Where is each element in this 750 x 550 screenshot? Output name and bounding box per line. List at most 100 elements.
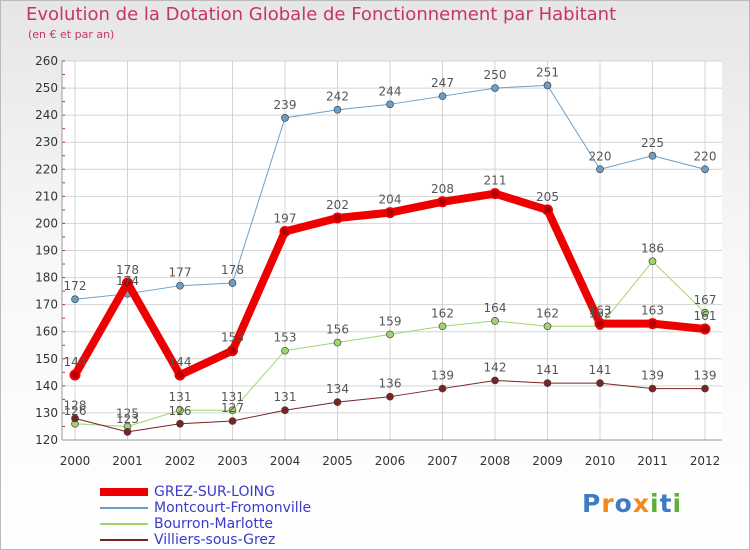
legend-swatch	[100, 523, 148, 525]
x-tick-label: 2003	[217, 454, 248, 468]
data-label: 144	[64, 355, 87, 369]
legend-label: Villiers-sous-Grez	[154, 532, 276, 548]
x-tick-label: 2002	[165, 454, 196, 468]
data-point	[386, 392, 394, 401]
data-point	[701, 308, 709, 317]
data-point	[176, 406, 184, 415]
x-tick-label: 2010	[585, 454, 616, 468]
data-label: 202	[326, 198, 349, 212]
data-point	[596, 379, 604, 387]
data-label: 131	[169, 390, 192, 404]
data-point	[281, 346, 289, 355]
data-label: 220	[694, 149, 717, 163]
legend-swatch	[100, 507, 148, 509]
logo-letter: x	[632, 489, 650, 518]
data-point	[438, 92, 447, 101]
chart-subtitle: (en € et par an)	[28, 28, 115, 41]
legend-label: Montcourt-Fromonville	[154, 500, 312, 516]
data-label: 163	[589, 304, 612, 318]
data-label: 172	[64, 279, 87, 293]
data-label: 197	[274, 212, 297, 226]
data-point	[438, 322, 447, 331]
data-label: 177	[169, 266, 192, 280]
y-tick-label: 170	[35, 298, 58, 312]
data-label: 153	[274, 331, 297, 345]
data-point	[386, 100, 394, 109]
x-tick-label: 2009	[532, 454, 563, 468]
data-label: 204	[379, 193, 402, 207]
data-label: 178	[116, 263, 139, 277]
data-point	[227, 345, 238, 357]
x-tick-label: 2006	[375, 454, 406, 468]
data-label: 242	[326, 90, 349, 104]
y-tick-label: 210	[35, 189, 58, 203]
data-label: 167	[694, 293, 717, 307]
data-point	[176, 281, 184, 290]
data-label: 164	[484, 301, 507, 315]
data-label: 162	[589, 306, 612, 320]
data-label: 161	[694, 309, 717, 323]
data-point	[71, 295, 79, 304]
data-point	[281, 113, 289, 122]
x-tick-label: 2000	[60, 454, 91, 468]
data-point	[491, 84, 499, 92]
data-label: 162	[431, 306, 454, 320]
y-tick-label: 190	[35, 244, 58, 258]
data-label: 126	[169, 404, 192, 418]
data-point	[281, 406, 289, 415]
data-point	[279, 226, 291, 238]
data-point	[333, 105, 342, 114]
data-point	[332, 212, 343, 224]
data-label: 139	[694, 369, 717, 383]
data-label: 178	[221, 263, 244, 277]
data-point	[333, 398, 342, 406]
data-label: 162	[536, 306, 559, 320]
legend-item: Villiers-sous-Grez	[100, 532, 311, 548]
data-point	[228, 279, 237, 287]
data-point	[647, 318, 658, 330]
legend-item: Montcourt-Fromonville	[100, 500, 311, 516]
data-label: 127	[221, 401, 244, 415]
data-point	[122, 277, 133, 289]
legend-label: GREZ-SUR-LOING	[154, 484, 275, 500]
data-label: 142	[484, 360, 507, 374]
data-point	[437, 196, 448, 208]
y-tick-label: 230	[35, 135, 58, 149]
y-tick-label: 130	[35, 406, 58, 420]
data-label: 205	[536, 190, 559, 204]
logo-letter: P	[582, 489, 602, 518]
data-label: 244	[379, 84, 402, 98]
data-point	[699, 323, 711, 335]
data-point	[228, 406, 237, 415]
data-point	[333, 338, 342, 347]
data-label: 139	[641, 369, 664, 383]
y-tick-label: 160	[35, 325, 58, 339]
data-point	[648, 257, 657, 266]
data-label: 247	[431, 76, 454, 90]
data-label: 136	[379, 377, 402, 391]
data-label: 134	[326, 382, 349, 396]
data-point	[174, 369, 186, 381]
data-point	[648, 151, 657, 160]
data-label: 163	[641, 304, 664, 318]
y-tick-label: 200	[35, 216, 58, 230]
data-point	[123, 428, 132, 436]
x-tick-label: 2001	[112, 454, 143, 468]
data-point	[176, 419, 184, 428]
data-label: 126	[64, 404, 87, 418]
y-tick-label: 250	[35, 81, 58, 95]
data-point	[491, 376, 499, 385]
legend-label: Bourron-Marlotte	[154, 516, 273, 532]
data-point	[701, 165, 709, 174]
y-tick-label: 120	[35, 433, 58, 447]
data-label: 225	[641, 136, 664, 150]
x-tick-label: 2011	[637, 454, 668, 468]
x-tick-label: 2004	[270, 454, 301, 468]
data-point	[228, 417, 237, 425]
x-tick-label: 2012	[690, 454, 721, 468]
data-label: 139	[431, 369, 454, 383]
data-label: 131	[221, 390, 244, 404]
data-point	[384, 207, 396, 219]
data-point	[542, 204, 553, 216]
